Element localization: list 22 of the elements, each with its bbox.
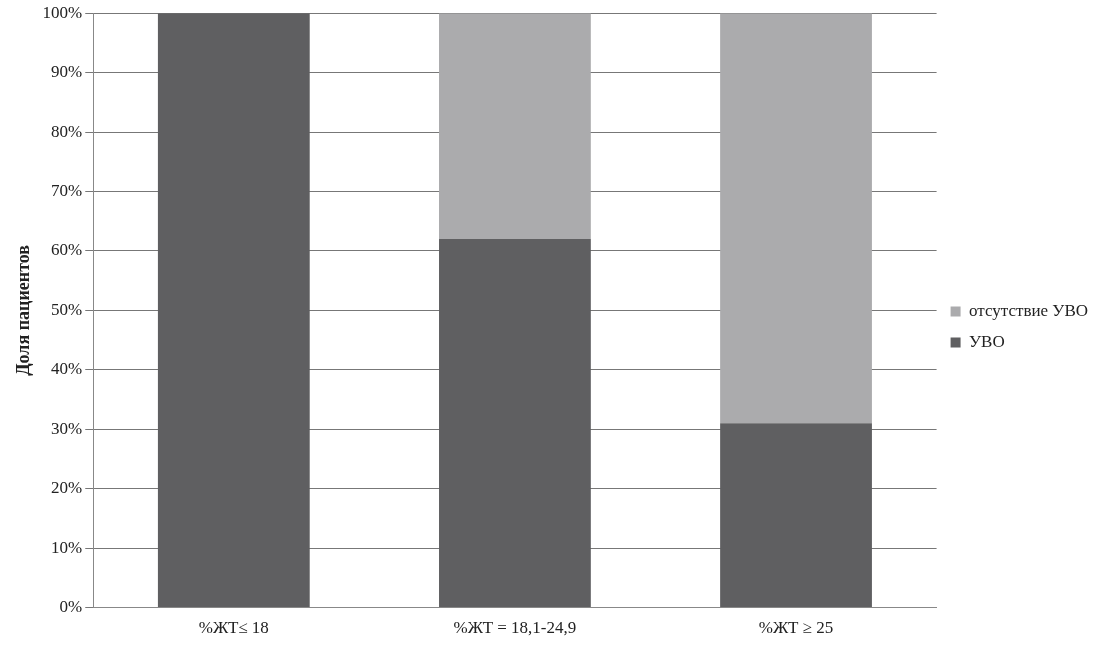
y-tick-label: 30% <box>51 418 83 438</box>
bar <box>720 13 872 424</box>
x-tick-label: %ЖТ≤ 18 <box>198 618 269 638</box>
y-tick-label: 10% <box>51 537 83 557</box>
y-axis-title: Доля пациентов <box>13 244 34 376</box>
bar <box>439 239 591 608</box>
y-tick-label: 40% <box>51 359 83 379</box>
legend-label: УВО <box>969 331 1005 351</box>
y-tick-label: 0% <box>59 597 83 617</box>
x-tick-label: %ЖТ = 18,1-24,9 <box>453 618 577 638</box>
bar <box>439 13 591 240</box>
bar <box>157 13 310 608</box>
y-tick-label: 20% <box>51 478 83 498</box>
bar <box>720 423 872 608</box>
y-tick-label: 70% <box>51 180 83 200</box>
y-tick-label: 100% <box>42 2 83 22</box>
y-tick-label: 50% <box>51 299 83 319</box>
y-tick-label: 80% <box>51 121 83 141</box>
x-tick-label: %ЖТ ≥ 25 <box>758 618 834 638</box>
legend-label: отсутствие УВО <box>969 300 1088 320</box>
y-tick-label: 90% <box>51 62 83 82</box>
y-tick-label: 60% <box>51 240 83 260</box>
